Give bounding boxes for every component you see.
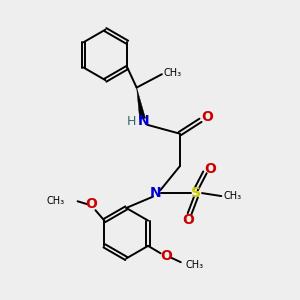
Text: N: N — [150, 186, 162, 200]
Text: O: O — [204, 162, 216, 176]
Text: O: O — [85, 197, 97, 211]
Text: O: O — [182, 213, 194, 227]
Text: N: N — [137, 114, 149, 128]
Text: CH₃: CH₃ — [163, 68, 182, 78]
Text: H: H — [127, 115, 136, 128]
Text: CH₃: CH₃ — [185, 260, 203, 270]
Text: S: S — [191, 186, 201, 200]
Text: O: O — [201, 110, 213, 124]
Polygon shape — [136, 88, 146, 119]
Text: O: O — [160, 249, 172, 263]
Text: CH₃: CH₃ — [224, 191, 242, 201]
Text: CH₃: CH₃ — [47, 196, 65, 206]
